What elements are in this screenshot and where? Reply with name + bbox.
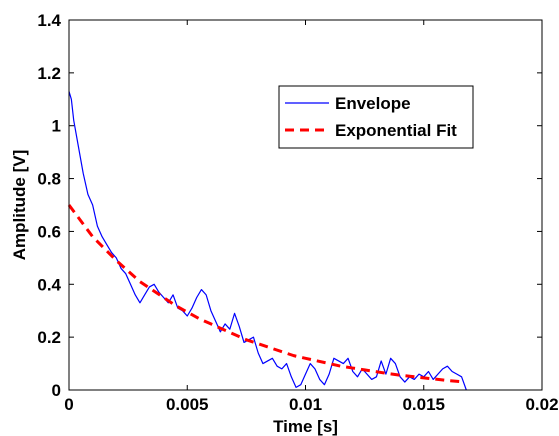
y-tick-label: 0.8 [37, 170, 61, 189]
x-tick-label: 0.01 [289, 395, 322, 414]
y-tick-label: 1.2 [37, 64, 61, 83]
x-tick-label: 0.02 [525, 395, 558, 414]
y-tick-label: 1.4 [37, 11, 61, 30]
ticks-group: 0 0.005 0.01 0.015 0.02 0 0.2 0.4 0.6 0.8 1 1.2 1.4 [37, 11, 558, 414]
y-tick-label: 0.4 [37, 275, 61, 294]
x-axis-label: Time [s] [273, 417, 338, 436]
y-tick-label: 0.6 [37, 222, 61, 241]
legend-box [278, 85, 474, 149]
series-line-exponential-fit [67, 204, 460, 384]
legend-label-exponential-fit: Exponential Fit [335, 121, 457, 140]
y-tick-label: 1 [52, 117, 61, 136]
x-tick-label: 0.015 [402, 395, 445, 414]
legend-label-envelope: Envelope [335, 94, 411, 113]
plot-lines [67, 91, 467, 391]
plot-frame [68, 19, 543, 391]
y-tick-label: 0.2 [37, 328, 61, 347]
y-tick-label: 0 [52, 381, 61, 400]
y-axis-label: Amplitude [V] [10, 150, 29, 261]
x-tick-label: 0 [64, 395, 73, 414]
legend: Envelope Exponential Fit [278, 85, 474, 149]
x-tick-label: 0.005 [166, 395, 209, 414]
